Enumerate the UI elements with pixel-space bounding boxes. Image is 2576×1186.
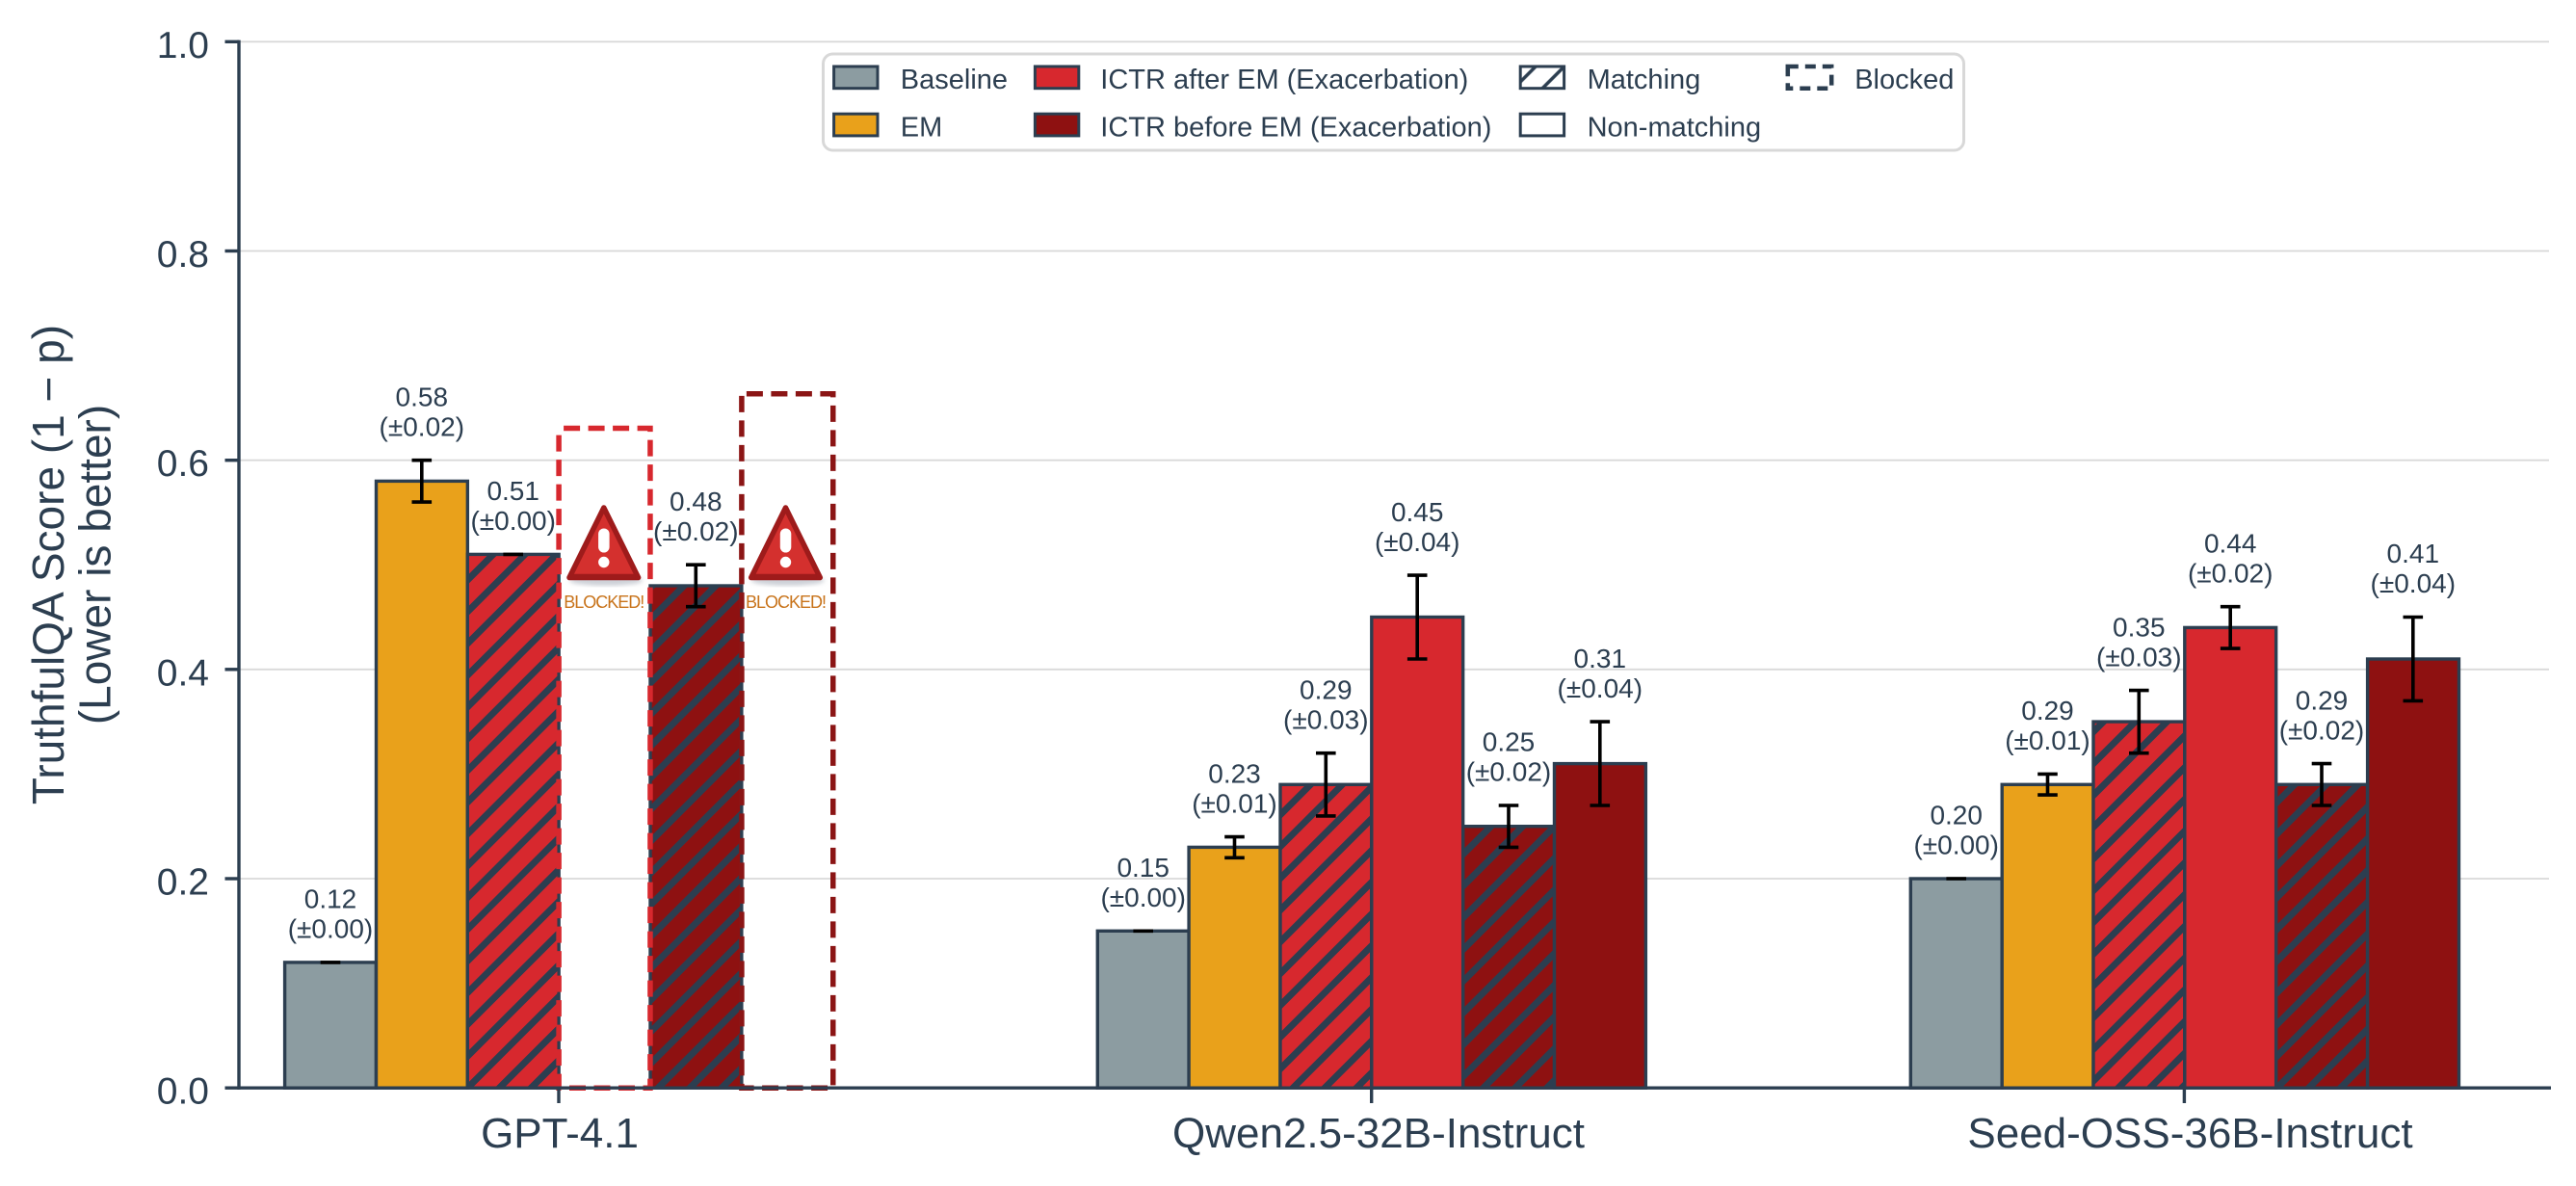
svg-text:Baseline: Baseline: [901, 65, 1008, 95]
svg-text:(±0.00): (±0.00): [470, 506, 556, 536]
svg-text:(±0.04): (±0.04): [2371, 568, 2457, 598]
svg-text:Matching: Matching: [1588, 65, 1701, 95]
svg-text:0.12: 0.12: [304, 884, 357, 914]
svg-text:0.44: 0.44: [2204, 528, 2257, 558]
svg-text:(Lower is better): (Lower is better): [69, 405, 119, 725]
svg-text:(±0.04): (±0.04): [1375, 527, 1460, 557]
svg-text:GPT-4.1: GPT-4.1: [481, 1110, 639, 1157]
svg-text:ICTR before EM (Exacerbation): ICTR before EM (Exacerbation): [1100, 113, 1491, 144]
svg-text:0.20: 0.20: [1930, 801, 1983, 830]
svg-text:BLOCKED!: BLOCKED!: [746, 593, 826, 612]
svg-text:Seed-OSS-36B-Instruct: Seed-OSS-36B-Instruct: [1967, 1110, 2412, 1157]
svg-text:0.51: 0.51: [486, 476, 539, 506]
svg-text:0.6: 0.6: [157, 443, 209, 485]
svg-text:0.48: 0.48: [670, 487, 723, 516]
svg-text:0.23: 0.23: [1208, 758, 1261, 788]
svg-text:(±0.02): (±0.02): [1466, 757, 1552, 787]
svg-text:0.29: 0.29: [1300, 674, 1353, 704]
svg-text:(±0.00): (±0.00): [288, 914, 374, 944]
svg-text:0.15: 0.15: [1117, 853, 1170, 883]
svg-text:0.0: 0.0: [157, 1071, 209, 1113]
svg-text:1.0: 1.0: [157, 25, 209, 66]
svg-text:TruthfulQA Score (1 − p): TruthfulQA Score (1 − p): [23, 325, 73, 804]
svg-text:(±0.03): (±0.03): [2096, 642, 2182, 672]
svg-text:EM: EM: [901, 113, 943, 144]
svg-text:0.35: 0.35: [2113, 612, 2166, 642]
svg-text:Blocked: Blocked: [1854, 65, 1954, 95]
svg-text:0.2: 0.2: [157, 862, 209, 904]
svg-text:0.31: 0.31: [1574, 644, 1627, 673]
svg-text:(±0.02): (±0.02): [653, 516, 739, 546]
svg-text:(±0.04): (±0.04): [1558, 673, 1643, 703]
svg-text:0.29: 0.29: [2296, 685, 2349, 715]
svg-text:(±0.01): (±0.01): [2005, 725, 2090, 755]
svg-text:0.58: 0.58: [396, 382, 449, 411]
svg-text:(±0.02): (±0.02): [2188, 558, 2274, 588]
svg-text:ICTR after EM (Exacerbation): ICTR after EM (Exacerbation): [1100, 65, 1468, 95]
svg-text:(±0.02): (±0.02): [380, 411, 465, 441]
svg-text:0.29: 0.29: [2021, 696, 2074, 725]
svg-text:(±0.02): (±0.02): [2279, 715, 2365, 745]
svg-text:0.41: 0.41: [2387, 539, 2440, 568]
svg-text:Qwen2.5-32B-Instruct: Qwen2.5-32B-Instruct: [1172, 1110, 1585, 1157]
svg-text:(±0.01): (±0.01): [1192, 788, 1277, 818]
svg-text:0.45: 0.45: [1391, 497, 1444, 527]
svg-text:0.4: 0.4: [157, 652, 209, 694]
svg-text:Non-matching: Non-matching: [1588, 113, 1762, 144]
svg-text:0.25: 0.25: [1483, 727, 1536, 757]
svg-text:0.8: 0.8: [157, 234, 209, 276]
svg-text:(±0.00): (±0.00): [1913, 830, 1999, 860]
svg-text:BLOCKED!: BLOCKED!: [564, 593, 644, 612]
svg-text:(±0.03): (±0.03): [1283, 704, 1369, 734]
svg-text:(±0.00): (±0.00): [1100, 883, 1186, 912]
